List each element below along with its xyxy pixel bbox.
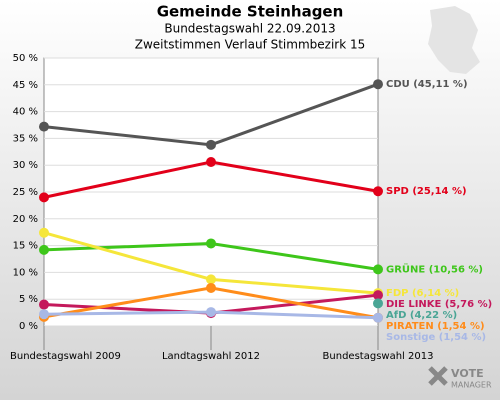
y-tick-label: 40 % bbox=[13, 107, 38, 118]
y-tick-label: 10 % bbox=[13, 267, 38, 278]
y-tick-label: 5 % bbox=[19, 294, 38, 305]
map-shape bbox=[428, 6, 480, 74]
data-point bbox=[206, 238, 216, 249]
data-point bbox=[373, 79, 383, 90]
series-label: GRÜNE (10,56 %) bbox=[386, 261, 483, 275]
data-point bbox=[373, 264, 383, 275]
y-tick-label: 25 % bbox=[13, 187, 38, 198]
chart-subtitle: Zweitstimmen Verlauf Stimmbezirk 15 bbox=[135, 38, 366, 52]
data-point bbox=[206, 274, 216, 285]
data-point bbox=[39, 192, 49, 203]
series-label: Sonstige (1,54 %) bbox=[386, 332, 486, 343]
data-point bbox=[206, 156, 216, 167]
data-point bbox=[39, 227, 49, 238]
logo-icon bbox=[428, 366, 448, 386]
data-point bbox=[39, 299, 49, 310]
x-tick-label: Bundestagswahl 2009 bbox=[10, 351, 121, 362]
data-point bbox=[39, 309, 49, 320]
data-point bbox=[373, 186, 383, 197]
y-tick-label: 20 % bbox=[13, 214, 38, 225]
y-tick-label: 30 % bbox=[13, 160, 38, 171]
logo-text: VOTE bbox=[451, 367, 484, 380]
x-tick-label: Bundestagswahl 2013 bbox=[323, 351, 434, 362]
data-point bbox=[206, 282, 216, 293]
y-tick-label: 15 % bbox=[13, 241, 38, 252]
data-point bbox=[206, 139, 216, 150]
chart-title: Gemeinde Steinhagen bbox=[157, 3, 344, 21]
series-label: PIRATEN (1,54 %) bbox=[386, 321, 485, 332]
series-label: CDU (45,11 %) bbox=[386, 79, 468, 90]
series-label: AfD (4,22 %) bbox=[386, 310, 457, 321]
chart-subtitle: Bundestagswahl 22.09.2013 bbox=[164, 22, 335, 36]
y-tick-label: 0 % bbox=[19, 321, 38, 332]
data-point bbox=[206, 307, 216, 318]
y-tick-label: 50 % bbox=[13, 53, 38, 64]
logo-text: MANAGER bbox=[451, 381, 492, 390]
series-label: SPD (25,14 %) bbox=[386, 186, 467, 197]
data-point bbox=[373, 312, 383, 323]
series-label: DIE LINKE (5,76 %) bbox=[386, 299, 492, 310]
y-tick-label: 35 % bbox=[13, 133, 38, 144]
y-tick-label: 45 % bbox=[13, 80, 38, 91]
data-point bbox=[373, 298, 383, 309]
data-point bbox=[39, 121, 49, 132]
x-tick-label: Landtagswahl 2012 bbox=[162, 351, 260, 362]
data-point bbox=[39, 244, 49, 255]
data-point bbox=[373, 290, 383, 301]
logo: VOTE MANAGER bbox=[428, 366, 492, 390]
series-label: FDP (6,14 %) bbox=[386, 288, 459, 299]
